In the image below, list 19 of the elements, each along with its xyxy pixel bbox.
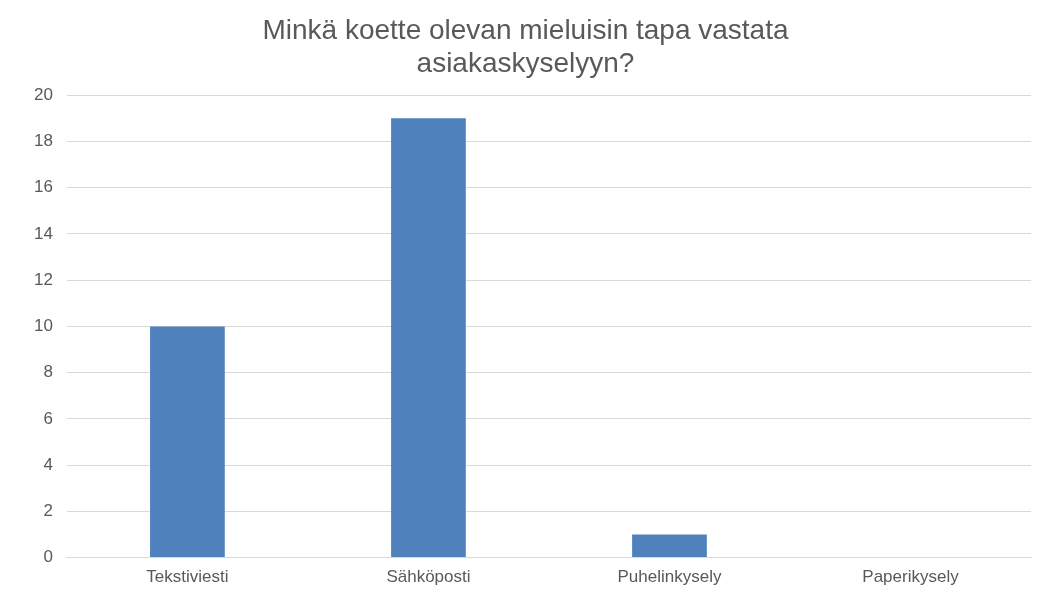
x-tick-label: Tekstiviesti xyxy=(146,567,229,587)
y-tick-label: 16 xyxy=(33,177,53,197)
x-tick-label: Sähköposti xyxy=(386,567,471,587)
chart-title: Minkä koette olevan mieluisin tapa vastata asiakaskyselyyn? xyxy=(262,13,789,79)
y-tick-label: 12 xyxy=(33,269,53,289)
bar xyxy=(391,118,466,558)
y-tick-label: 0 xyxy=(43,547,53,567)
y-tick-label: 20 xyxy=(33,84,53,104)
y-tick-label: 2 xyxy=(43,501,53,521)
y-tick-label: 8 xyxy=(43,362,53,382)
x-tick-label: Puhelinkysely xyxy=(617,567,722,587)
y-tick-label: 14 xyxy=(33,223,53,243)
x-tick-label: Paperikysely xyxy=(862,567,960,587)
bar xyxy=(150,326,225,558)
y-tick-label: 18 xyxy=(33,131,53,151)
y-tick-label: 10 xyxy=(33,316,53,336)
y-tick-label: 6 xyxy=(43,408,53,428)
bar xyxy=(632,534,707,558)
y-tick-label: 4 xyxy=(43,454,53,474)
